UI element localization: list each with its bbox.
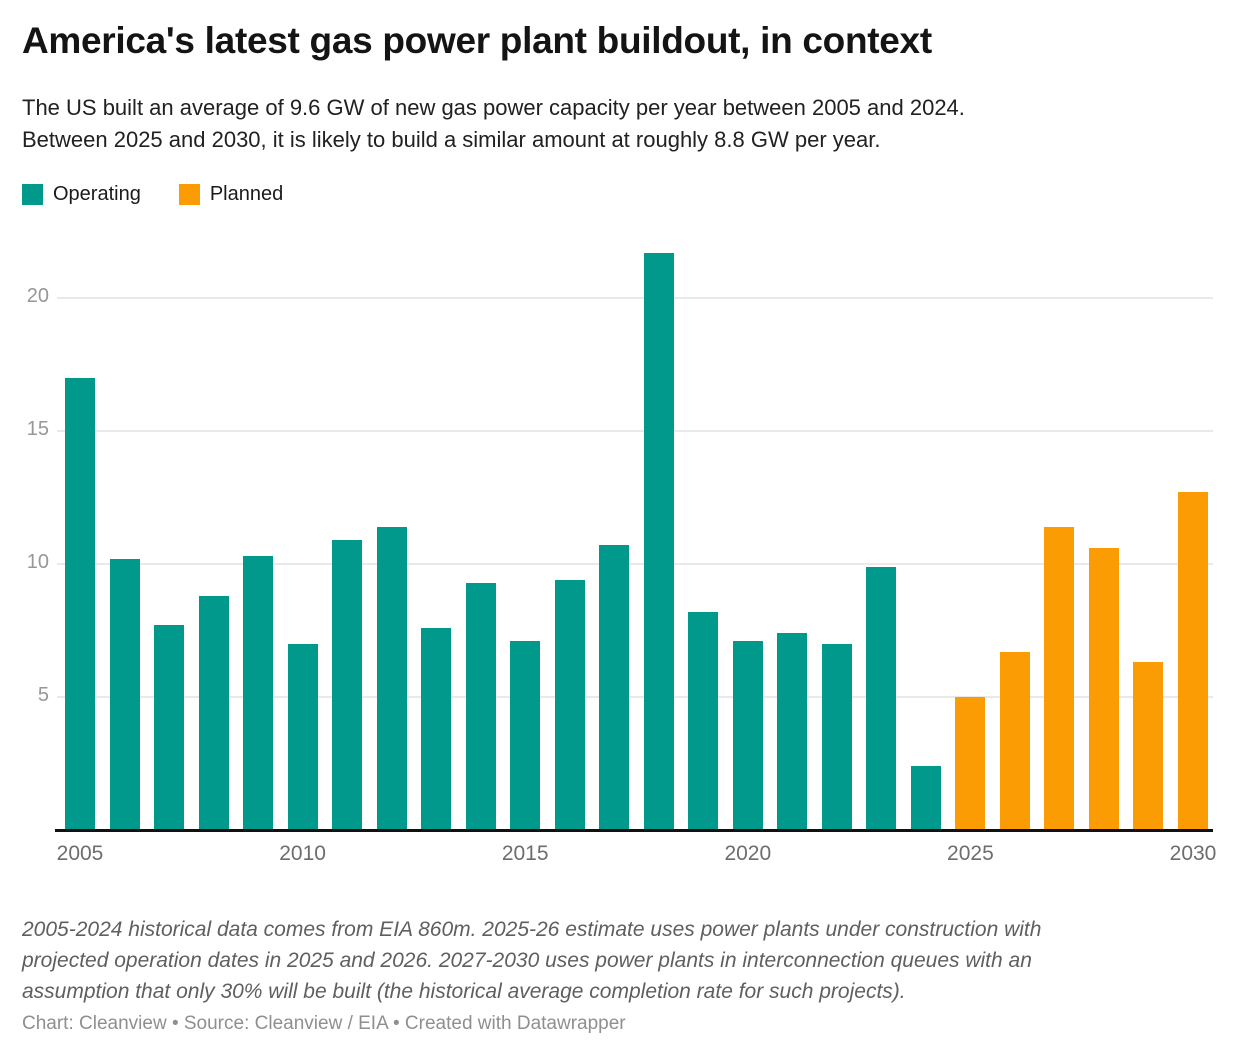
bar-2013 [421, 627, 452, 830]
bar-2017 [599, 545, 630, 830]
subtitle-line-2: Between 2025 and 2030, it is likely to b… [22, 127, 881, 152]
bar-2030 [1178, 492, 1208, 830]
chart-subtitle: The US built an average of 9.6 GW of new… [22, 92, 1222, 156]
bar-2009 [243, 556, 274, 830]
x-axis-label-2015: 2015 [501, 842, 549, 865]
bar-2022 [821, 643, 852, 830]
plot-area: 5 10 15 20 2005 2010 2015 2020 2025 2030 [27, 245, 1216, 865]
bar-2006 [109, 558, 140, 830]
bar-2025 [955, 697, 986, 830]
bar-2008 [198, 596, 229, 830]
x-axis-label-2030: 2030 [1169, 842, 1217, 865]
x-axis-label-2010: 2010 [279, 842, 326, 865]
legend-swatch-operating [22, 184, 43, 205]
page-title: America's latest gas power plant buildou… [22, 20, 932, 61]
y-axis-label-5: 5 [37, 684, 49, 707]
bar-2016 [554, 580, 585, 830]
gridline-5 [57, 696, 1213, 699]
bar-2018 [643, 252, 674, 830]
bar-2023 [866, 566, 897, 830]
bar-2015 [510, 641, 541, 830]
x-axis-label-2020: 2020 [724, 842, 772, 865]
x-axis-label-2005: 2005 [56, 842, 104, 865]
footnote-line-3: assumption that only 30% will be built (… [22, 980, 906, 1003]
legend: Operating Planned [22, 183, 283, 206]
legend-label-operating: Operating [53, 183, 141, 205]
y-axis-label-20: 20 [26, 285, 49, 308]
bar-2021 [777, 633, 808, 830]
bar-2010 [287, 643, 318, 830]
bar-2029 [1133, 662, 1164, 830]
bar-2012 [376, 526, 407, 830]
y-axis-label-10: 10 [26, 551, 49, 574]
subtitle-line-1: The US built an average of 9.6 GW of new… [22, 95, 965, 120]
footnote-line-2: projected operation dates in 2025 and 20… [22, 949, 1032, 972]
bar-2020 [732, 641, 763, 830]
gridline-15 [57, 430, 1213, 433]
x-axis-line [55, 829, 1213, 832]
chart-footnote: 2005-2024 historical data comes from EIA… [22, 914, 1222, 1007]
bar-2011 [332, 540, 363, 830]
gridline-20 [57, 297, 1213, 300]
bar-2007 [154, 625, 185, 830]
bar-2028 [1088, 548, 1119, 830]
legend-label-planned: Planned [209, 183, 284, 205]
y-axis-label-15: 15 [26, 418, 49, 441]
bar-2014 [465, 582, 496, 830]
legend-item-operating: Operating [22, 183, 141, 206]
legend-swatch-planned [178, 184, 200, 205]
bar-2027 [1044, 526, 1075, 830]
chart-byline: Chart: Cleanview • Source: Cleanview / E… [22, 1013, 626, 1034]
gridline-10 [57, 563, 1213, 566]
bar-2026 [999, 651, 1030, 830]
bar-2024 [910, 766, 941, 830]
bar-2019 [688, 611, 719, 830]
footnote-line-1: 2005-2024 historical data comes from EIA… [22, 918, 1042, 941]
x-axis-label-2025: 2025 [947, 842, 994, 865]
legend-item-planned: Planned [178, 183, 284, 206]
bar-2005 [65, 377, 95, 830]
